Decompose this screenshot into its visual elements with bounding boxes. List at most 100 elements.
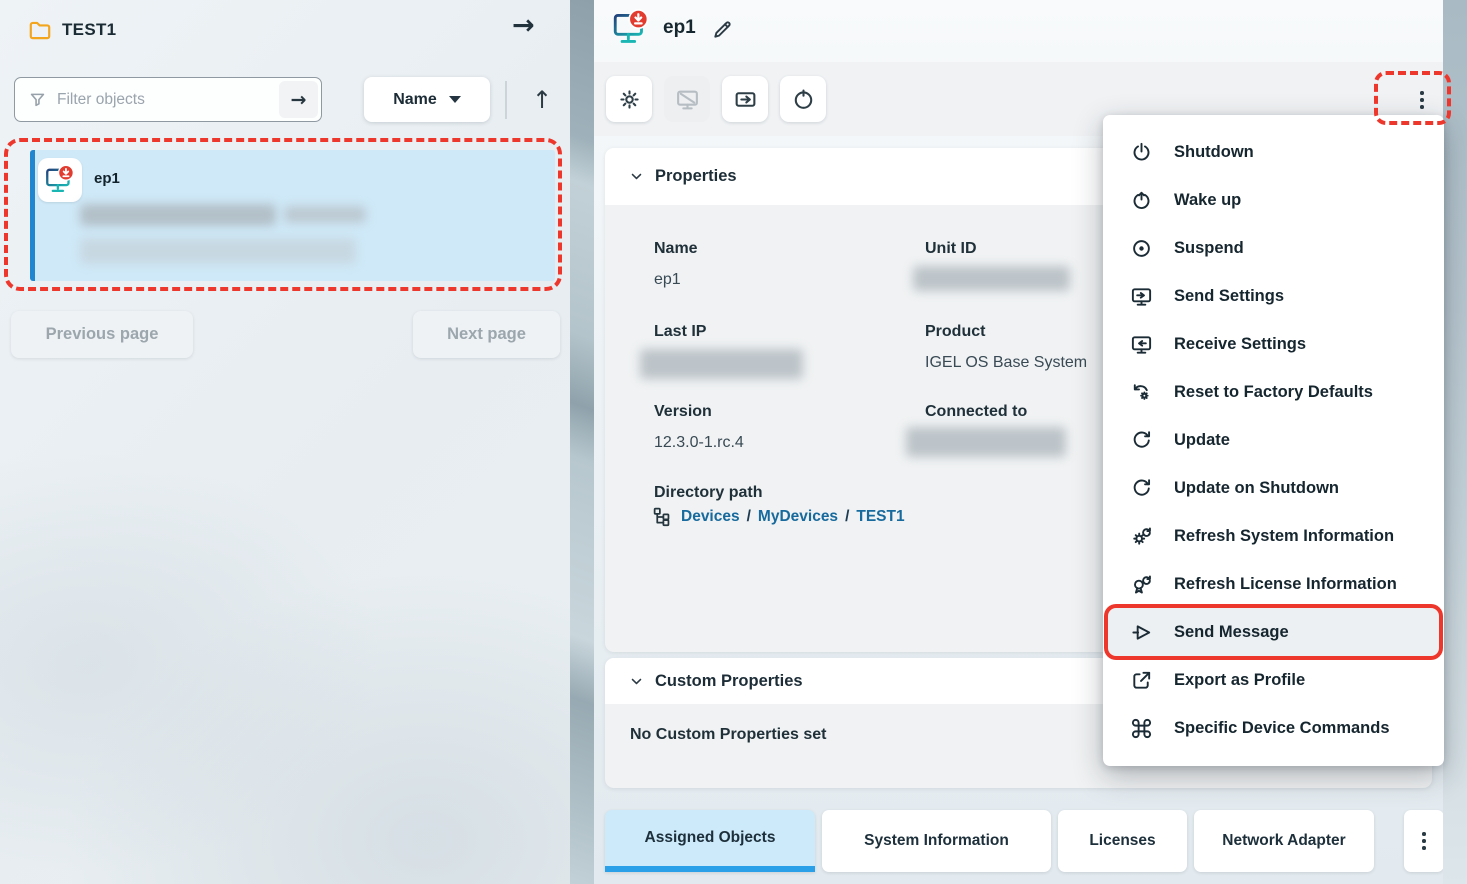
panel-splitter[interactable] [570, 0, 594, 884]
pencil-icon[interactable] [711, 18, 734, 41]
menu-item-label: Send Settings [1174, 286, 1285, 305]
menu-item-label: Reset to Factory Defaults [1174, 382, 1373, 401]
caret-down-icon [448, 96, 461, 103]
kebab-icon [1420, 91, 1424, 109]
path-link-mydevices[interactable]: MyDevices [757, 507, 839, 525]
restart-icon [791, 87, 816, 112]
folder-icon [27, 17, 53, 43]
filter-submit-button[interactable]: → [279, 81, 318, 118]
menu-item-label: Send Message [1174, 622, 1289, 641]
monitor-off-icon [675, 87, 700, 112]
menu-item-label: Update [1174, 430, 1230, 449]
folder-header: TEST1 → [0, 0, 570, 60]
redacted-text [284, 206, 366, 223]
product-value: IGEL OS Base System [925, 354, 1088, 371]
previous-page-button[interactable]: Previous page [11, 311, 193, 358]
tree-icon [652, 506, 673, 527]
redacted-text [913, 266, 1070, 291]
move-device-button[interactable] [722, 76, 768, 122]
unit-id-label: Unit ID [925, 240, 977, 257]
properties-title: Properties [655, 167, 737, 185]
name-value: ep1 [654, 271, 681, 288]
window-edge [1443, 0, 1467, 884]
tab-system-information[interactable]: System Information [822, 810, 1051, 872]
device-icon [610, 7, 652, 49]
version-value: 12.3.0-1.rc.4 [654, 434, 744, 451]
redacted-text [80, 238, 356, 264]
sort-by-button[interactable]: Name [364, 77, 490, 122]
chevron-down-icon [627, 672, 646, 691]
directory-path-label: Directory path [654, 484, 763, 501]
menu-item-label: Shutdown [1174, 142, 1254, 161]
collapse-panel-arrow-icon[interactable]: → [512, 10, 535, 41]
wake-up-icon [1130, 189, 1153, 212]
menu-item-refresh-license-information[interactable]: Refresh License Information [1103, 560, 1444, 608]
version-label: Version [654, 403, 712, 420]
more-actions-button[interactable] [1402, 80, 1442, 120]
update-icon [1130, 429, 1153, 452]
menu-item-label: Export as Profile [1174, 670, 1306, 689]
export-profile-icon [1130, 669, 1153, 692]
path-separator: / [845, 507, 850, 525]
funnel-icon [28, 90, 47, 109]
settings-button[interactable] [606, 76, 652, 122]
last-ip-label: Last IP [654, 323, 707, 340]
menu-item-label: Wake up [1174, 190, 1242, 209]
menu-item-specific-device-commands[interactable]: Specific Device Commands [1103, 704, 1444, 752]
receive-settings-icon [1130, 333, 1153, 356]
redacted-text [906, 427, 1066, 457]
kebab-icon [1422, 832, 1426, 850]
menu-item-update[interactable]: Update [1103, 416, 1444, 464]
send-message-icon [1130, 621, 1153, 644]
product-label: Product [925, 323, 986, 340]
shadow-device-button [664, 76, 710, 122]
connected-to-label: Connected to [925, 403, 1028, 420]
redacted-text [80, 204, 276, 226]
send-settings-icon [1130, 285, 1153, 308]
custom-properties-empty-text: No Custom Properties set [630, 726, 827, 743]
tab-network-adapter[interactable]: Network Adapter [1194, 810, 1374, 872]
menu-item-label: Receive Settings [1174, 334, 1307, 353]
custom-properties-title: Custom Properties [655, 671, 803, 690]
device-list-item-ep1[interactable]: ep1 [30, 150, 555, 281]
filter-placeholder: Filter objects [57, 90, 145, 108]
tabs-more-button[interactable] [1404, 810, 1444, 872]
menu-item-send-settings[interactable]: Send Settings [1103, 272, 1444, 320]
path-link-test1[interactable]: TEST1 [856, 507, 905, 525]
detail-tabs: Assigned Objects System Information Licens… [605, 810, 1381, 872]
menu-item-label: Suspend [1174, 238, 1244, 257]
folder-title: TEST1 [62, 20, 117, 39]
gear-icon [617, 87, 642, 112]
name-label: Name [654, 240, 698, 257]
menu-item-reset-to-factory-defaults[interactable]: Reset to Factory Defaults [1103, 368, 1444, 416]
menu-item-label: Refresh System Information [1174, 526, 1395, 545]
menu-item-send-message[interactable]: Send Message [1108, 608, 1439, 656]
command-icon [1130, 717, 1153, 740]
menu-item-refresh-system-information[interactable]: Refresh System Information [1103, 512, 1444, 560]
menu-item-label: Specific Device Commands [1174, 718, 1390, 737]
device-icon [43, 163, 77, 197]
menu-item-update-on-shutdown[interactable]: Update on Shutdown [1103, 464, 1444, 512]
selection-accent-bar [30, 150, 35, 281]
sort-direction-button[interactable]: ↑ [531, 86, 553, 114]
reset-factory-icon [1130, 381, 1153, 404]
menu-item-receive-settings[interactable]: Receive Settings [1103, 320, 1444, 368]
menu-item-suspend[interactable]: Suspend [1103, 224, 1444, 272]
path-link-devices[interactable]: Devices [681, 507, 740, 525]
device-list-panel: TEST1 → Filter objects → Name ↑ ep1 Prev… [0, 0, 570, 884]
filter-input[interactable]: Filter objects → [14, 77, 322, 122]
menu-item-export-as-profile[interactable]: Export as Profile [1103, 656, 1444, 704]
tab-licenses[interactable]: Licenses [1058, 810, 1187, 872]
menu-item-label: Refresh License Information [1174, 574, 1397, 593]
menu-item-label: Update on Shutdown [1174, 478, 1339, 497]
menu-item-wake-up[interactable]: Wake up [1103, 176, 1444, 224]
update-shutdown-icon [1130, 477, 1153, 500]
device-name: ep1 [94, 170, 120, 187]
reboot-button[interactable] [780, 76, 826, 122]
next-page-button[interactable]: Next page [413, 311, 560, 358]
chevron-down-icon [627, 167, 646, 186]
redacted-text [640, 349, 803, 379]
menu-item-shutdown[interactable]: Shutdown [1103, 128, 1444, 176]
tab-assigned-objects[interactable]: Assigned Objects [605, 810, 815, 872]
